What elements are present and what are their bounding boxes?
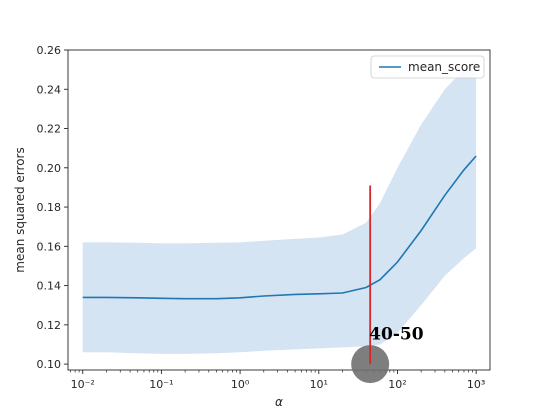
series-line-mean_score <box>82 155 477 300</box>
ticks-layer: 0.10 0.12 0.14 0.16 0.18 0.20 0.22 0.24 0.26 10⁻²… <box>13 44 485 409</box>
legend: mean_score <box>370 55 485 79</box>
y-tick-label: 0.22 <box>37 123 62 136</box>
y-axis-label: mean squared errors <box>13 147 27 272</box>
x-tick-label: 10³ <box>467 378 485 391</box>
y-tick-label: 0.12 <box>37 319 62 332</box>
y-tick-label: 0.24 <box>37 83 62 96</box>
plot-frame <box>67 49 491 371</box>
x-tick-label: 10² <box>388 378 406 391</box>
legend-box <box>370 55 485 79</box>
x-tick-label: 10⁰ <box>231 378 250 391</box>
confidence-band <box>82 59 477 354</box>
y-tick-label: 0.26 <box>37 44 62 57</box>
x-axis-label: α <box>275 395 283 409</box>
x-tick-label: 10⁻² <box>71 378 95 391</box>
y-tick-label: 0.18 <box>37 201 62 214</box>
axes-layer <box>67 49 491 371</box>
x-tick-label: 10⁻¹ <box>149 378 173 391</box>
legend-label: mean_score <box>408 60 480 74</box>
annotation-layer: 40-50 <box>351 185 424 384</box>
y-tick-label: 0.10 <box>37 358 62 371</box>
y-tick-label: 0.16 <box>37 240 62 253</box>
series-line-layer <box>82 155 477 300</box>
y-tick-label: 0.20 <box>37 162 62 175</box>
confidence-band-layer <box>82 59 477 354</box>
annotation-text: 40-50 <box>369 325 424 345</box>
x-tick-label: 10¹ <box>310 378 328 391</box>
y-tick-label: 0.14 <box>37 280 62 293</box>
